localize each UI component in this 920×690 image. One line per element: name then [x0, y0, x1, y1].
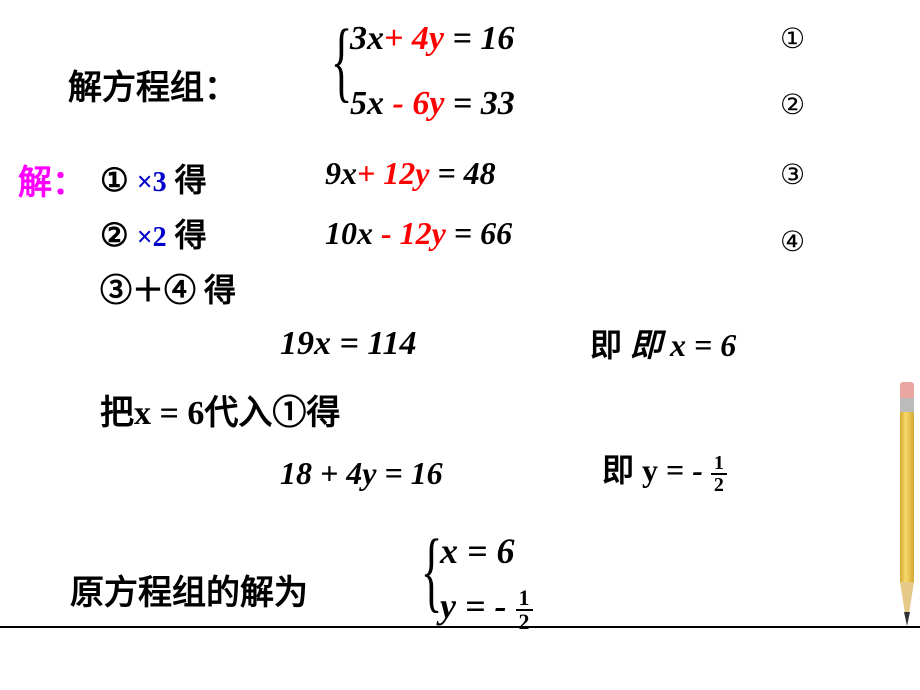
sub-result: 即 y = - 1 2: [602, 445, 727, 495]
equation-4: 10x - 12y = 66: [325, 215, 512, 252]
step1-lhs: ① ×3 得: [100, 155, 207, 201]
sub-res-a: 即 y =: [602, 452, 684, 488]
step2-c: 得: [167, 217, 207, 253]
equation-3: 9x+ 12y = 48: [325, 155, 496, 192]
frac1-num: 1: [711, 453, 727, 475]
equation-1: 3x+ 4y = 16: [350, 20, 514, 58]
sub-text: 把x = 6代入①得: [100, 395, 340, 432]
baseline-rule: [0, 626, 920, 628]
eq3-term1: 9x: [325, 155, 357, 191]
frac1-den: 2: [711, 475, 727, 495]
step3-result: 即 即 x = 6: [590, 320, 736, 366]
eq2-term1: 5x: [350, 85, 393, 122]
frac2-num: 1: [516, 587, 533, 611]
equation-2: 5x - 6y = 33: [350, 85, 515, 123]
step1-mult: ×3: [137, 167, 167, 198]
eq1-term1: 3x: [350, 20, 384, 57]
label-circle3: ③: [780, 158, 805, 192]
final-label: 原方程组的解为: [70, 565, 308, 614]
step2-lhs: ② ×2 得: [100, 210, 207, 256]
step1-a: ①: [100, 162, 137, 198]
eq1-term2: + 4y: [384, 20, 444, 57]
label-circle2: ②: [780, 88, 805, 122]
pencil-icon: [894, 366, 920, 626]
solution-x: x = 6: [440, 530, 515, 572]
step3-lhs: ③＋④ 得: [100, 265, 236, 311]
frac2-den: 2: [516, 611, 533, 633]
eq4-term1: 10x: [325, 215, 381, 251]
eq2-term2: - 6y: [393, 85, 445, 122]
step3-res-text: 即 x = 6: [630, 327, 736, 363]
sub-equation: 18 + 4y = 16: [280, 455, 443, 492]
eq1-rhs: = 16: [444, 20, 514, 57]
final-y-neg: -: [495, 586, 507, 626]
sub-res-neg: -: [692, 452, 703, 488]
eq2-rhs: = 33: [444, 85, 514, 122]
substitute-line: 把x = 6代入①得: [100, 385, 340, 434]
eq4-rhs: = 66: [446, 215, 512, 251]
solve-label: 解：: [18, 155, 86, 204]
final-y-a: y =: [440, 586, 486, 626]
step1-c: 得: [167, 162, 207, 198]
title-text: 解方程组：: [68, 60, 238, 109]
eq3-term2: + 12y: [357, 155, 429, 191]
step2-mult: ×2: [137, 222, 167, 253]
label-circle1: ①: [780, 22, 805, 56]
eq4-term2: - 12y: [381, 215, 446, 251]
step2-a: ②: [100, 217, 137, 253]
step3-equation: 19x = 114: [280, 325, 417, 363]
eq3-rhs: = 48: [429, 155, 495, 191]
label-circle4: ④: [780, 225, 805, 259]
fraction-half-1: 1 2: [711, 453, 727, 495]
